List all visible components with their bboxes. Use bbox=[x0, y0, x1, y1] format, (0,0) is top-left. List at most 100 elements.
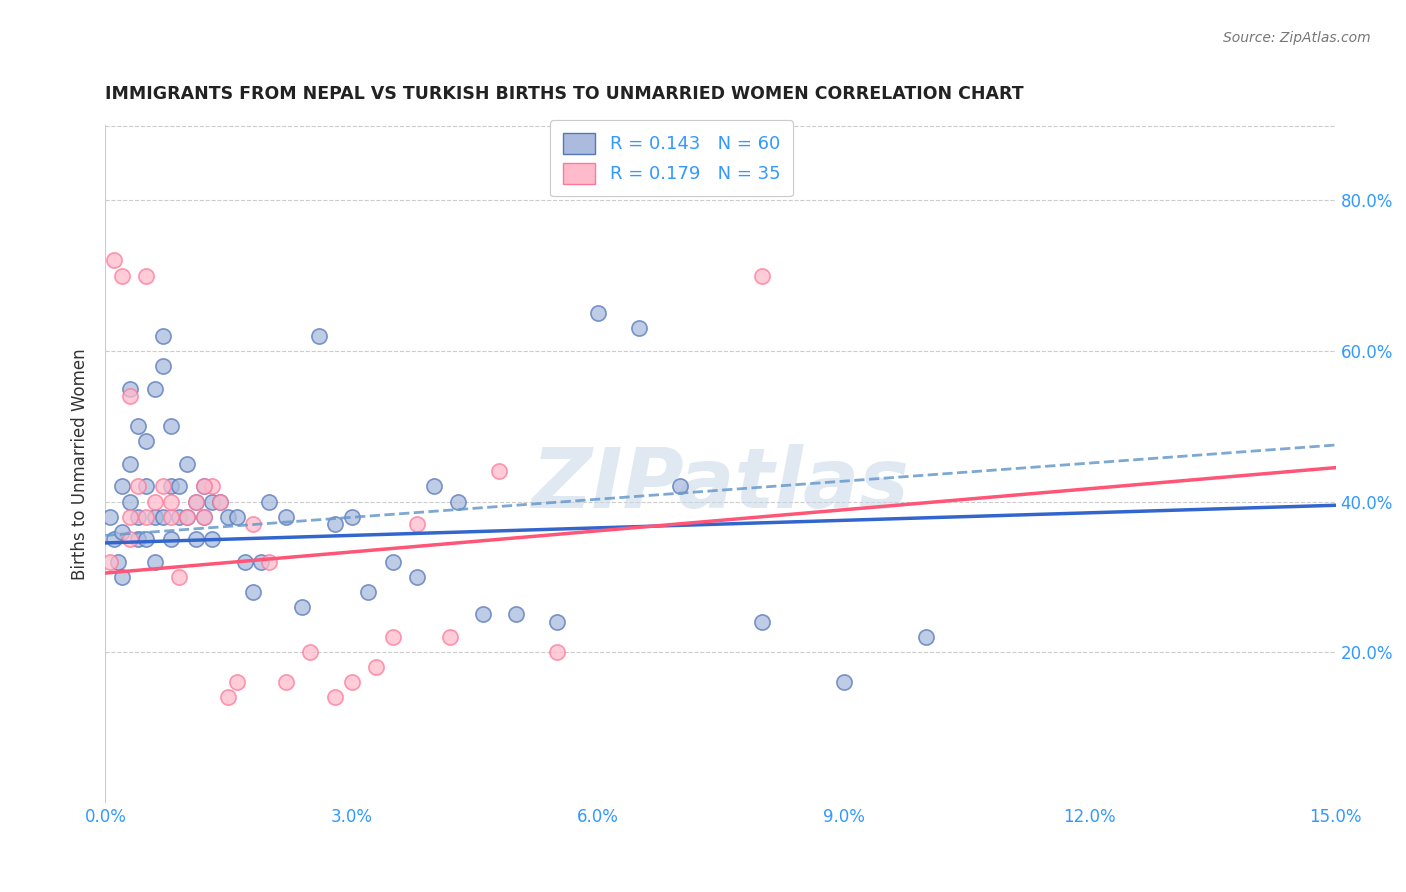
Point bbox=[135, 532, 157, 546]
Point bbox=[135, 268, 157, 283]
Point bbox=[184, 494, 207, 508]
Point bbox=[471, 607, 494, 622]
Point bbox=[259, 494, 281, 508]
Point bbox=[546, 615, 568, 629]
Point bbox=[308, 328, 330, 343]
Point bbox=[152, 359, 174, 373]
Point bbox=[299, 645, 322, 659]
Point bbox=[201, 479, 224, 493]
Point bbox=[169, 479, 191, 493]
Point bbox=[169, 570, 191, 584]
Point bbox=[340, 509, 363, 524]
Point bbox=[143, 494, 166, 508]
Text: IMMIGRANTS FROM NEPAL VS TURKISH BIRTHS TO UNMARRIED WOMEN CORRELATION CHART: IMMIGRANTS FROM NEPAL VS TURKISH BIRTHS … bbox=[105, 85, 1024, 103]
Point bbox=[111, 268, 134, 283]
Point bbox=[135, 509, 157, 524]
Point bbox=[193, 479, 215, 493]
Point bbox=[323, 517, 346, 532]
Point bbox=[193, 509, 215, 524]
Point bbox=[209, 494, 232, 508]
Point bbox=[209, 494, 232, 508]
Point bbox=[505, 607, 527, 622]
Point bbox=[160, 419, 183, 434]
Point bbox=[120, 532, 141, 546]
Point bbox=[152, 509, 174, 524]
Point bbox=[668, 479, 690, 493]
Point bbox=[127, 479, 149, 493]
Point bbox=[586, 306, 609, 320]
Point bbox=[176, 457, 198, 471]
Point bbox=[176, 509, 198, 524]
Point bbox=[751, 268, 773, 283]
Point bbox=[98, 555, 121, 569]
Point bbox=[201, 494, 224, 508]
Point bbox=[135, 479, 157, 493]
Point bbox=[832, 675, 855, 690]
Point bbox=[225, 675, 247, 690]
Point bbox=[422, 479, 444, 493]
Point bbox=[143, 509, 166, 524]
Y-axis label: Births to Unmarried Women: Births to Unmarried Women bbox=[72, 348, 90, 580]
Point bbox=[381, 555, 404, 569]
Point bbox=[176, 509, 198, 524]
Point bbox=[135, 434, 157, 449]
Point bbox=[250, 555, 273, 569]
Point bbox=[111, 479, 134, 493]
Point bbox=[233, 555, 256, 569]
Point bbox=[120, 494, 141, 508]
Point bbox=[98, 509, 121, 524]
Point bbox=[111, 570, 134, 584]
Point bbox=[143, 382, 166, 396]
Point bbox=[406, 517, 429, 532]
Point bbox=[218, 690, 240, 705]
Point bbox=[111, 524, 134, 539]
Point bbox=[406, 570, 429, 584]
Point bbox=[160, 509, 183, 524]
Point bbox=[120, 457, 141, 471]
Point bbox=[120, 509, 141, 524]
Point bbox=[160, 479, 183, 493]
Point bbox=[120, 389, 141, 403]
Point bbox=[225, 509, 247, 524]
Point bbox=[627, 321, 650, 335]
Point bbox=[127, 509, 149, 524]
Point bbox=[439, 630, 461, 644]
Point bbox=[184, 494, 207, 508]
Point bbox=[127, 532, 149, 546]
Point bbox=[914, 630, 936, 644]
Text: Source: ZipAtlas.com: Source: ZipAtlas.com bbox=[1223, 31, 1371, 45]
Point bbox=[184, 532, 207, 546]
Point bbox=[143, 555, 166, 569]
Text: ZIPatlas: ZIPatlas bbox=[531, 443, 910, 524]
Point bbox=[357, 585, 380, 599]
Point bbox=[193, 479, 215, 493]
Point bbox=[103, 532, 125, 546]
Point bbox=[107, 555, 129, 569]
Point bbox=[751, 615, 773, 629]
Point bbox=[160, 532, 183, 546]
Point bbox=[201, 532, 224, 546]
Point bbox=[242, 585, 264, 599]
Point bbox=[381, 630, 404, 644]
Point bbox=[291, 599, 314, 614]
Point bbox=[169, 509, 191, 524]
Point bbox=[323, 690, 346, 705]
Point bbox=[218, 509, 240, 524]
Point bbox=[127, 419, 149, 434]
Point bbox=[193, 509, 215, 524]
Point bbox=[447, 494, 470, 508]
Point bbox=[259, 555, 281, 569]
Point bbox=[160, 494, 183, 508]
Point bbox=[103, 253, 125, 268]
Point bbox=[242, 517, 264, 532]
Point bbox=[488, 464, 510, 478]
Point bbox=[152, 328, 174, 343]
Point bbox=[274, 509, 297, 524]
Legend: R = 0.143   N = 60, R = 0.179   N = 35: R = 0.143 N = 60, R = 0.179 N = 35 bbox=[550, 120, 793, 196]
Point bbox=[366, 660, 388, 674]
Point bbox=[340, 675, 363, 690]
Point bbox=[546, 645, 568, 659]
Point bbox=[274, 675, 297, 690]
Point bbox=[152, 479, 174, 493]
Point bbox=[120, 382, 141, 396]
